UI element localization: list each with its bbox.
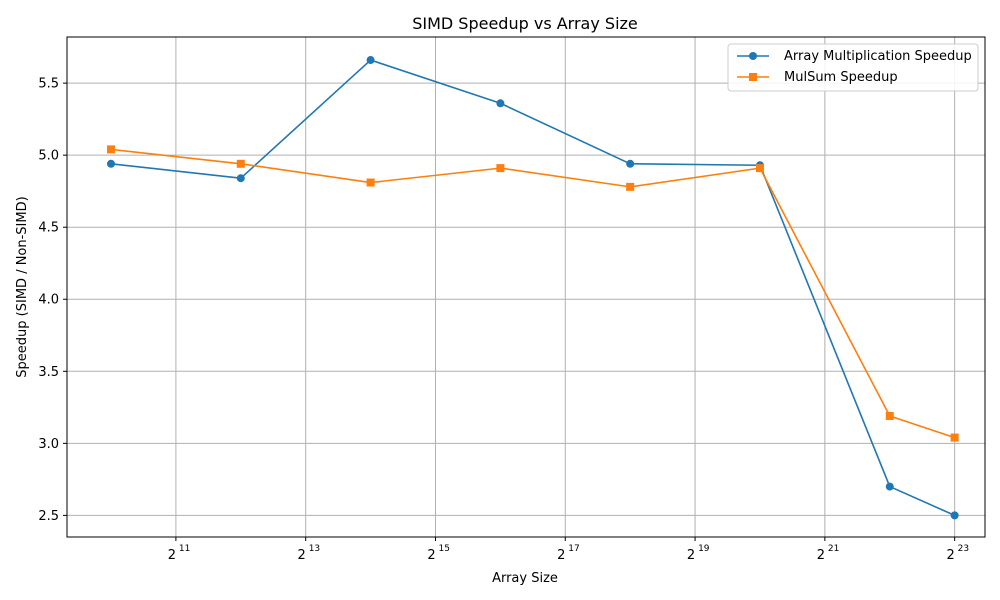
tick-layer: 2 11 2 13 2 15 2 17 2 19 2 21 2 232.53.03.54.04.55.05… (38, 77, 969, 563)
x-tick-exponent: 17 (568, 544, 579, 554)
data-point-mulsum (626, 182, 635, 191)
grid-layer (67, 37, 985, 537)
y-tick-label: 2.5 (38, 509, 59, 524)
series-line-array-multiplication (110, 59, 955, 517)
y-tick-label: 3.0 (38, 437, 59, 452)
data-point-array-multiplication (950, 511, 959, 520)
x-tick-exponent: 21 (828, 544, 839, 554)
legend: Array Multiplication Speedup MulSum Spee… (727, 43, 979, 92)
y-tick-label: 5.0 (38, 149, 59, 164)
y-tick-label: 3.5 (38, 365, 59, 380)
data-point-mulsum (366, 178, 375, 187)
data-point-array-multiplication (496, 99, 505, 108)
x-tick-label: 2 (947, 548, 955, 563)
data-point-mulsum (107, 145, 116, 154)
y-tick-label: 4.5 (38, 221, 59, 236)
x-tick-label: 2 (687, 548, 695, 563)
series-layer (107, 56, 959, 520)
data-point-mulsum (236, 159, 245, 168)
x-tick-label: 2 (427, 548, 435, 563)
data-point-array-multiplication (885, 482, 894, 491)
x-tick-exponent: 15 (438, 544, 449, 554)
legend-label-array-multiplication: Array Multiplication Speedup (784, 49, 972, 64)
x-tick-exponent: 23 (958, 544, 969, 554)
legend-marker-mulsum (749, 73, 757, 81)
x-tick-exponent: 19 (698, 544, 710, 554)
data-point-mulsum (496, 164, 505, 173)
x-tick-exponent: 13 (309, 544, 320, 554)
x-tick-label: 2 (817, 548, 825, 563)
plot-frame (66, 36, 986, 538)
data-point-mulsum (950, 433, 959, 442)
x-tick-label: 2 (298, 548, 306, 563)
data-point-array-multiplication (366, 56, 375, 65)
legend-marker-array-multiplication (749, 52, 757, 60)
legend-box (727, 43, 979, 92)
x-tick-label: 2 (557, 548, 565, 563)
x-axis-label: Array Size (492, 571, 558, 586)
x-tick-exponent: 11 (179, 544, 190, 554)
series-line-mulsum (110, 148, 955, 439)
data-point-mulsum (885, 411, 894, 420)
y-axis-label: Speedup (SIMD / Non-SIMD) (15, 196, 30, 377)
data-point-array-multiplication (107, 159, 116, 168)
data-point-mulsum (755, 164, 764, 173)
data-point-array-multiplication (236, 174, 245, 183)
chart-title: SIMD Speedup vs Array Size (412, 14, 638, 33)
y-tick-label: 5.5 (38, 77, 59, 92)
x-tick-label: 2 (168, 548, 176, 563)
y-tick-label: 4.0 (38, 293, 59, 308)
legend-label-mulsum: MulSum Speedup (784, 70, 898, 85)
data-point-array-multiplication (626, 159, 635, 168)
